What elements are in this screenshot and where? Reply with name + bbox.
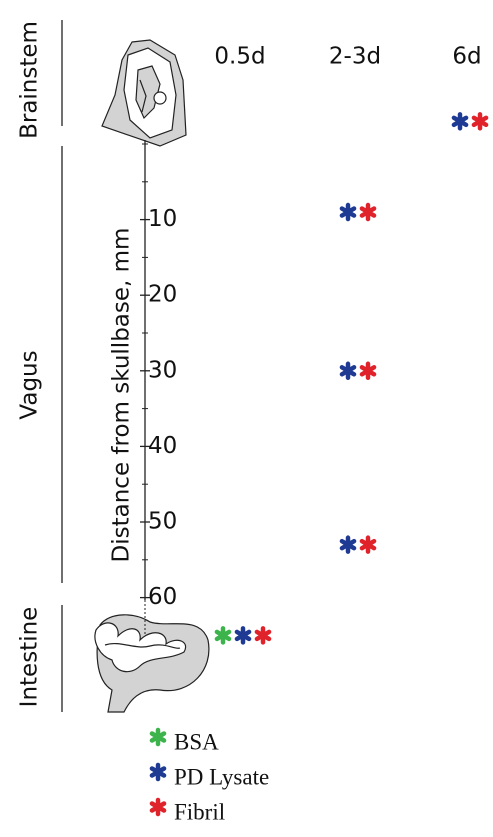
column-label: 0.5d [214,44,265,70]
y-tick-label: 60 [148,584,177,610]
legend-marker [149,762,167,782]
y-tick-label: 30 [148,357,177,383]
y-tick-label: 20 [148,282,177,308]
data-point [254,626,272,645]
legend-label: BSA [174,729,219,754]
data-point [451,112,469,131]
y-tick-label: 40 [148,433,177,459]
data-point [359,202,377,222]
data-point [339,202,357,222]
brainstem-illustration [101,39,187,147]
column-label: 2-3d [329,44,381,70]
y-axis-label: Distance from skullbase, mm [109,228,135,563]
data-point [359,361,377,381]
legend-marker [149,797,167,817]
data-point [471,112,489,131]
region-label: Brainstem [17,21,43,139]
legend-marker [149,727,167,747]
legend-label: Fibril [174,799,225,824]
data-point [339,535,357,554]
data-point [339,361,357,381]
data-point [359,535,377,554]
region-label: Intestine [17,607,43,708]
y-tick-label: 50 [148,509,177,535]
column-label: 6d [452,44,481,70]
y-tick-label: 10 [148,206,177,232]
data-point [214,626,232,645]
data-point [234,626,252,645]
intestine-illustration [94,614,210,713]
legend-label: PD Lysate [174,764,269,789]
region-label: Vagus [17,350,43,419]
